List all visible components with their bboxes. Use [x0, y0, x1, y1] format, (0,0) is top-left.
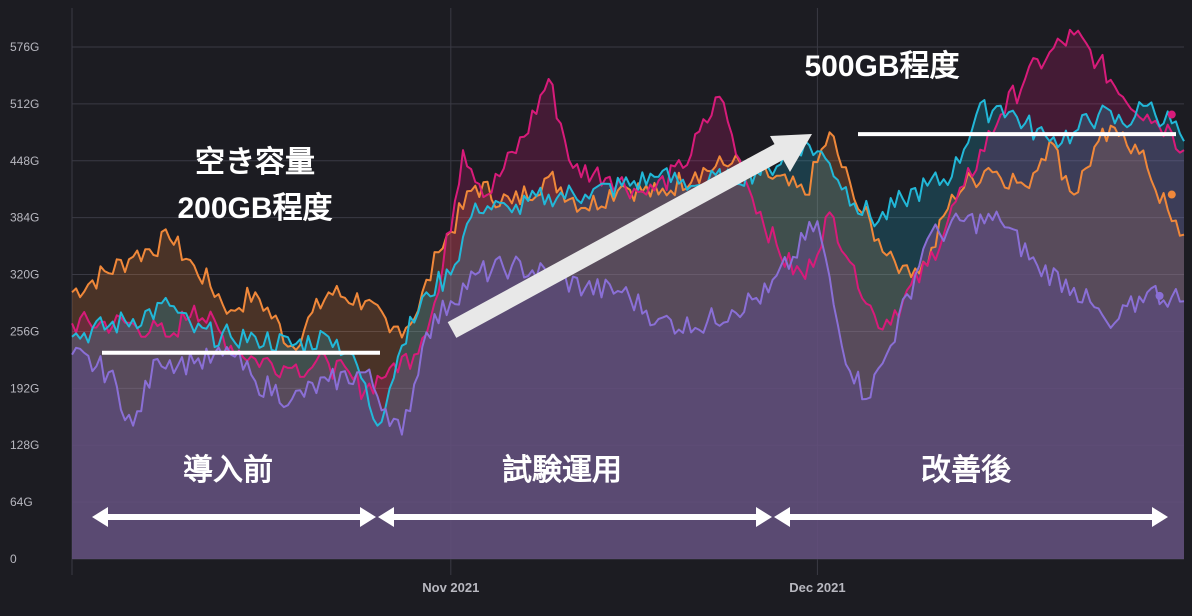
phase-trial-label: 試験運用	[502, 453, 622, 487]
y-tick-label: 512G	[10, 97, 39, 111]
annotation-before-line1: 空き容量	[195, 146, 315, 179]
phase-after-label: 改善後	[921, 454, 1012, 487]
phase-trial-arrow	[378, 507, 772, 527]
series-line-cyan	[71, 99, 1185, 427]
series-lines	[71, 28, 1185, 436]
y-tick-label: 320G	[10, 268, 39, 282]
y-tick-label: 192G	[10, 381, 39, 395]
series-line-orange	[71, 124, 1185, 351]
end-marker-purple	[1155, 291, 1164, 300]
y-tick-label: 384G	[10, 211, 39, 225]
y-axis-ticks: 0 64G 128G 192G 256G 320G 384G 448G 512G 576G	[10, 40, 39, 566]
annotation-after: 500GB程度	[804, 50, 959, 83]
series-line-magenta	[71, 28, 1185, 401]
x-tick-label: Nov 2021	[422, 580, 479, 595]
annotation-before-line2: 200GB程度	[177, 192, 332, 225]
series-areas	[72, 29, 1184, 560]
series-line-purple	[71, 210, 1185, 436]
series-end-markers	[1155, 110, 1176, 300]
y-tick-label: 576G	[10, 40, 39, 54]
phase-before-label: 導入前	[183, 454, 273, 487]
y-tick-label: 128G	[10, 438, 39, 452]
y-tick-label: 448G	[10, 154, 39, 168]
y-tick-label: 256G	[10, 324, 39, 338]
end-marker-orange	[1167, 190, 1176, 199]
x-tick-label: Dec 2021	[789, 580, 845, 595]
y-tick-label: 64G	[10, 495, 33, 509]
annotation-overlay: 空き容量 200GB程度 500GB程度 導入前 試験運用 改善後	[92, 50, 1176, 527]
phase-before-arrow	[92, 507, 376, 527]
end-marker-magenta	[1167, 110, 1176, 119]
phase-after-arrow	[774, 507, 1168, 527]
x-axis-ticks: Nov 2021 Dec 2021	[422, 580, 845, 595]
trend-arrow	[447, 134, 812, 338]
series-area-purple	[72, 211, 1184, 559]
y-tick-label: 0	[10, 552, 17, 566]
